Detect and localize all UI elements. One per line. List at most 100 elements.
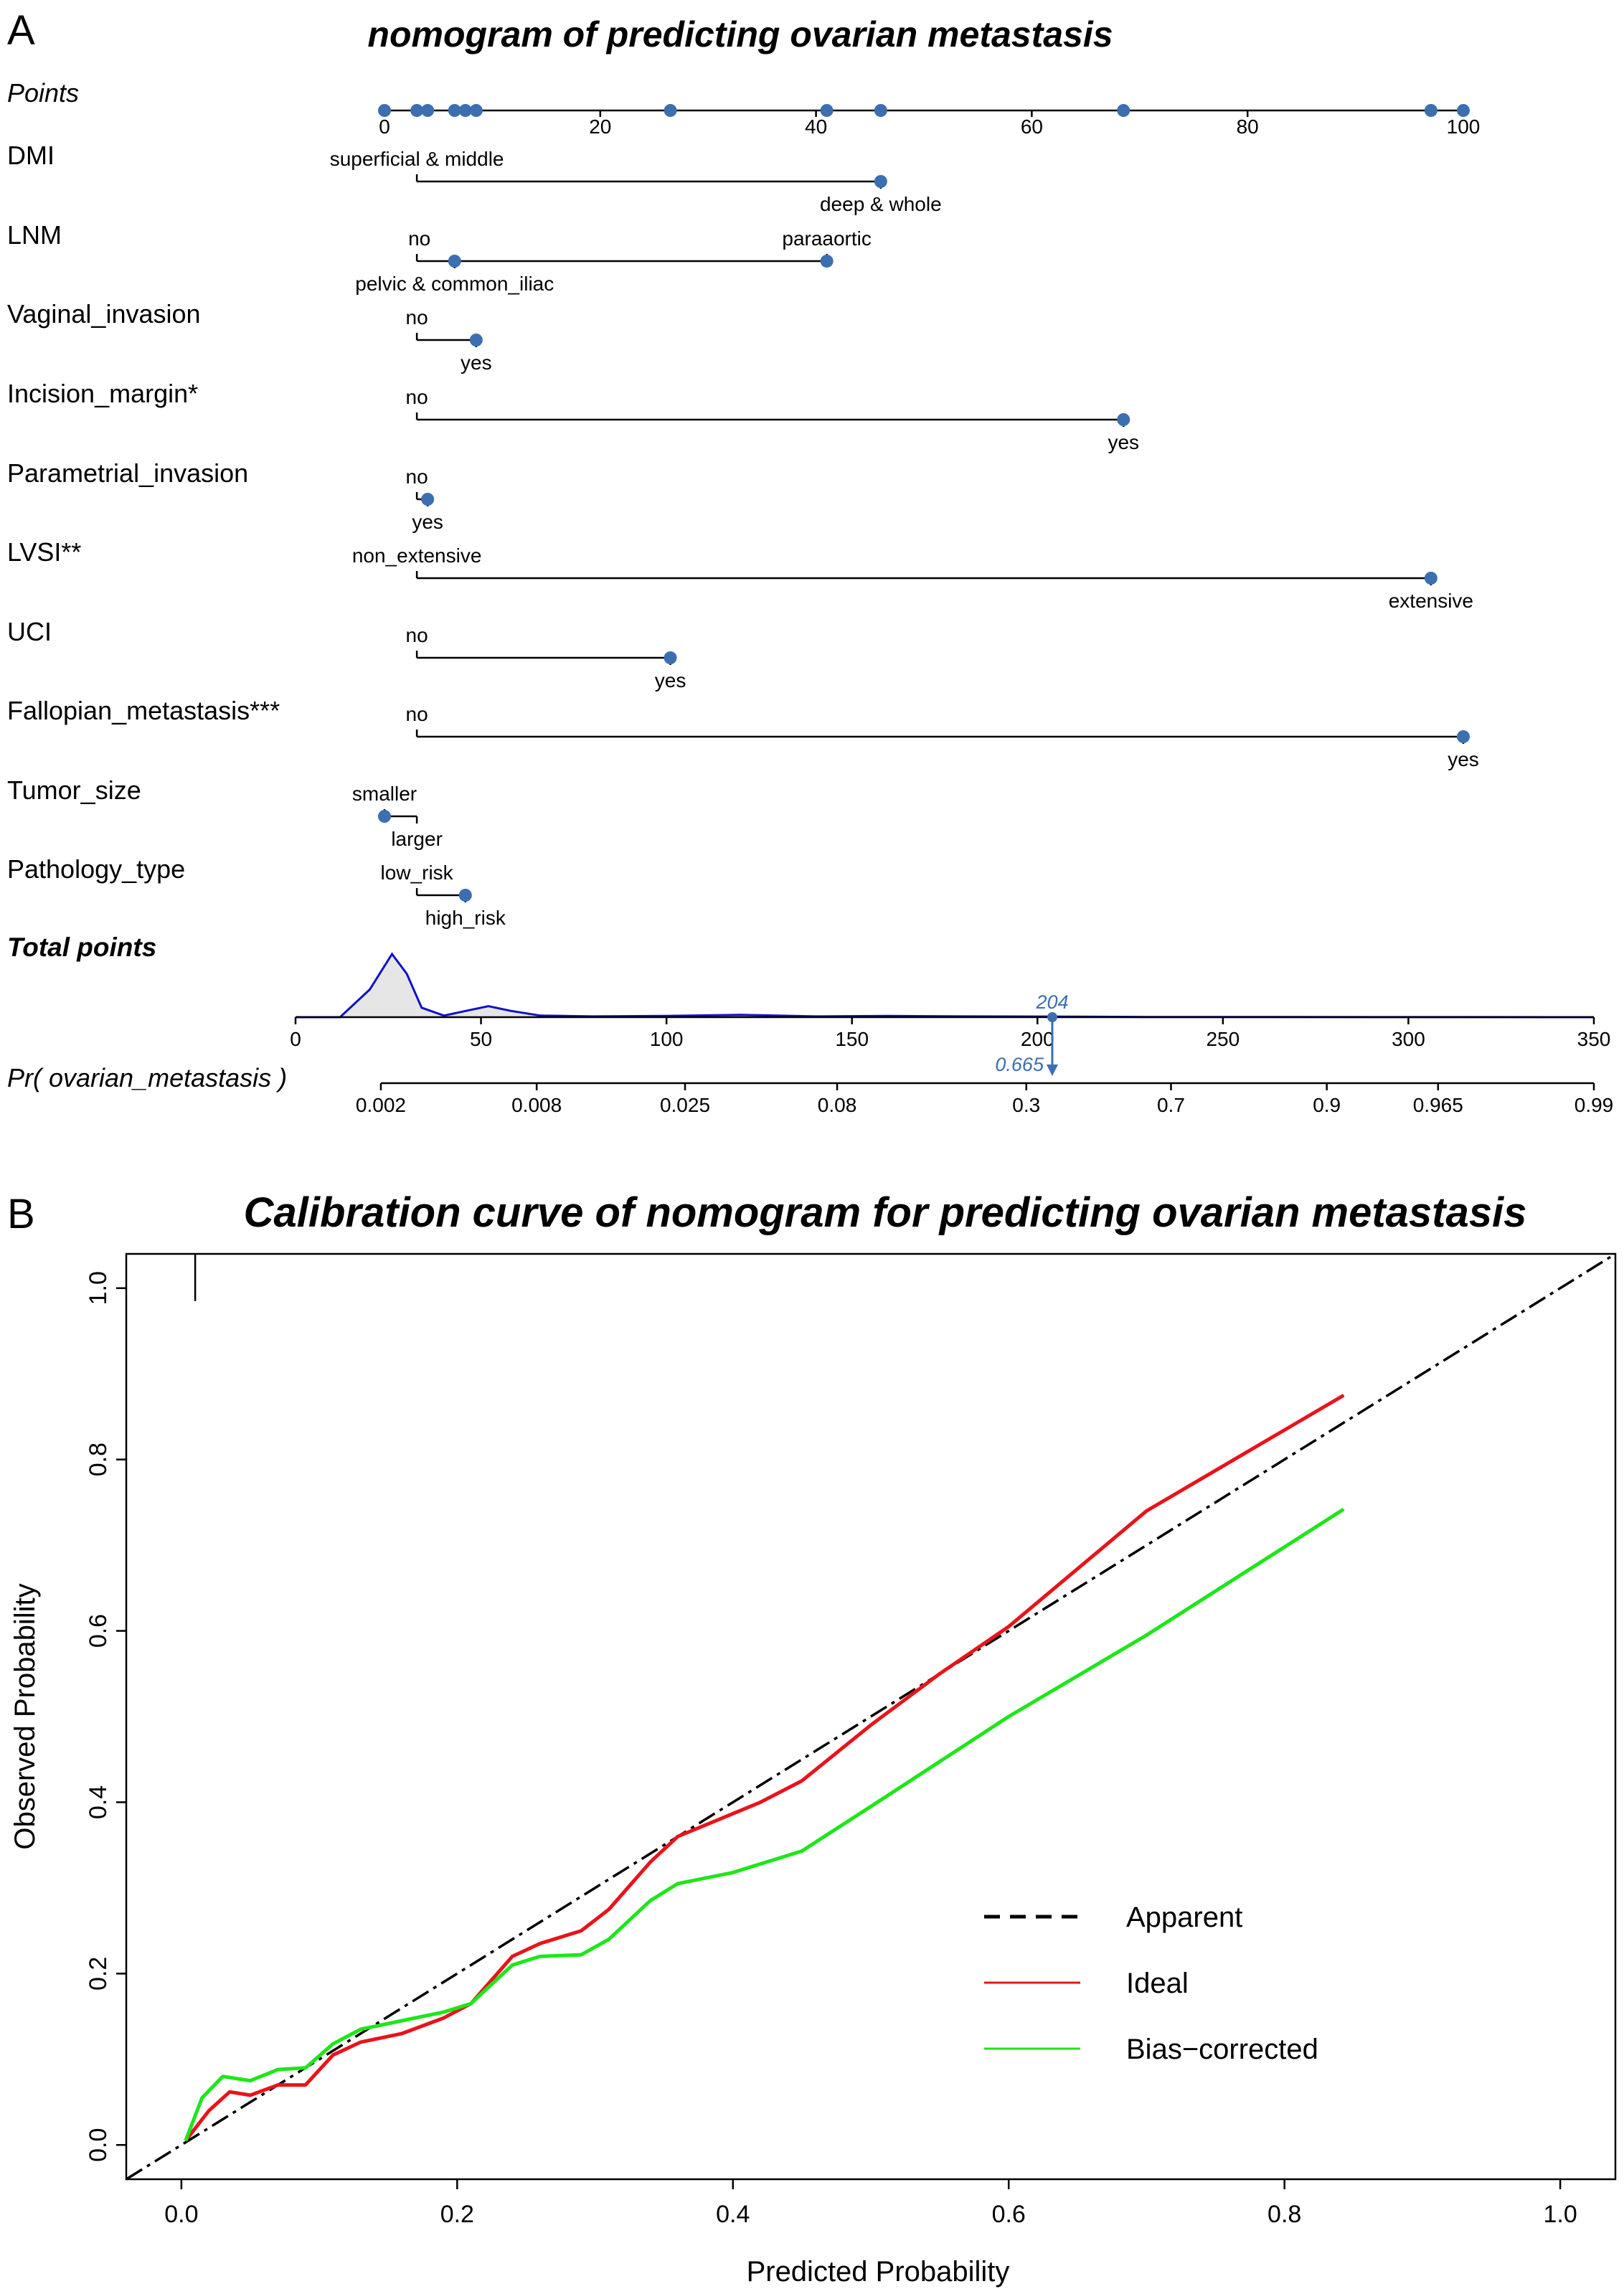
points-axis-dot (1457, 104, 1470, 117)
variable-level-dot (1117, 413, 1130, 426)
x-axis-title: Predicted Probability (747, 2256, 1010, 2288)
variable-label: DMI (7, 141, 55, 170)
total-axis-tick-label: 100 (650, 1028, 684, 1050)
points-axis-dot (421, 104, 435, 117)
variable-level-dot (874, 175, 887, 188)
nomogram-row: UCI no yes (7, 617, 686, 691)
variable-level-dot (1424, 572, 1437, 585)
total-axis-tick-label: 50 (470, 1028, 492, 1050)
density-fill (296, 954, 1594, 1017)
x-axis-tick-label: 1.0 (1543, 2201, 1577, 2228)
total-points-label: Total points (7, 933, 156, 962)
nomogram-variables: DMI superficial & middle deep & whole LNM no… (7, 141, 1479, 929)
variable-level-label: no (406, 624, 428, 646)
points-axis-tick-label: 80 (1237, 115, 1259, 138)
probability-axis-tick-label: 0.965 (1413, 1094, 1463, 1116)
variable-label: Vaginal_invasion (7, 299, 201, 329)
ideal-line (184, 1393, 1345, 2142)
calibration-series (126, 1252, 1616, 2181)
variable-label: LNM (7, 220, 62, 250)
x-axis-tick-label: 0.0 (164, 2201, 198, 2228)
points-axis-tick-label: 60 (1021, 115, 1043, 138)
y-axis-tick-label: 0.6 (85, 1614, 112, 1648)
variable-level-dot (378, 810, 391, 823)
total-axis-tick-label: 200 (1021, 1028, 1054, 1050)
nomogram-row: LNM no pelvic & common_iliac paraaortic (7, 220, 872, 295)
total-axis-tick-label: 300 (1392, 1028, 1425, 1050)
points-axis-dot (874, 104, 887, 117)
variable-label: Fallopian_metastasis*** (7, 696, 280, 725)
total-axis-tick-label: 0 (290, 1028, 301, 1050)
variable-level-dot (469, 334, 483, 346)
points-axis: 0 20 40 60 80 100 (378, 104, 1480, 138)
variable-level-label: smaller (352, 783, 417, 805)
points-axis-dot (458, 104, 472, 117)
variable-level-dot (448, 255, 461, 268)
points-axis-dot (664, 104, 677, 117)
bias-corrected-line (184, 1507, 1345, 2142)
variable-level-label: superficial & middle (330, 148, 504, 170)
variable-level-label: no (406, 386, 428, 408)
total-axis-tick-label: 350 (1577, 1028, 1611, 1050)
points-axis-tick-label: 100 (1447, 115, 1481, 138)
probability-axis-tick-label: 0.99 (1575, 1094, 1614, 1116)
y-axis-title: Observed Probability (9, 1583, 41, 1849)
variable-level-dot (664, 651, 677, 664)
marker-arrow-head (1046, 1065, 1058, 1076)
variable-level-dot (458, 889, 472, 902)
variable-level-label: non_extensive (352, 544, 482, 567)
points-axis-dot (410, 104, 424, 117)
probability-axis-label: Pr( ovarian_metastasis ) (7, 1063, 287, 1092)
points-axis-dot (378, 104, 391, 117)
x-axis-tick-label: 0.2 (440, 2201, 474, 2228)
calibration-axes: 0.0 0.0 0.2 0.2 0.4 0.4 0.6 0.6 0.8 0.8 1.0 1.0 (85, 1254, 1577, 2228)
nomogram-row: DMI superficial & middle deep & whole (7, 141, 942, 215)
variable-level-label: paraaortic (782, 227, 872, 250)
variable-level-label: yes (1108, 431, 1139, 453)
variable-level-label: no (406, 306, 428, 329)
points-axis-tick-label: 0 (379, 115, 390, 138)
total-axis-tick-label: 150 (835, 1028, 869, 1050)
nomogram-row: Parametrial_invasion no yes (7, 458, 443, 533)
probability-axis-tick-label: 0.3 (1012, 1094, 1040, 1116)
variable-level-label: pelvic & common_iliac (355, 273, 554, 295)
calibration-title: Calibration curve of nomogram for predic… (244, 1189, 1527, 1236)
points-axis-dot (448, 104, 461, 117)
nomogram-row: Vaginal_invasion no yes (7, 299, 492, 374)
probability-axis: 0.002 0.008 0.025 0.08 0.3 0.7 0.9 0.965 0.99 (356, 1082, 1614, 1116)
probability-axis-tick-label: 0.025 (660, 1094, 710, 1116)
legend-label: Bias−corrected (1126, 2034, 1318, 2065)
variable-level-dot (820, 255, 834, 268)
variable-label: Tumor_size (7, 775, 141, 805)
points-axis-label: Points (7, 78, 79, 108)
points-axis-dot (1424, 104, 1437, 117)
points-axis-dot (469, 104, 483, 117)
total-points-marker (1046, 1012, 1058, 1076)
probability-axis-tick-label: 0.002 (356, 1094, 406, 1116)
legend: Apparent Ideal Bias−corrected (984, 1902, 1318, 2065)
x-axis-tick-label: 0.6 (992, 2201, 1026, 2228)
probability-axis-tick-label: 0.9 (1313, 1094, 1341, 1116)
points-axis-dot (1117, 104, 1130, 117)
variable-level-label: high_risk (425, 907, 506, 929)
variable-level-dot (1457, 730, 1470, 743)
variable-label: UCI (7, 617, 52, 646)
y-axis-tick-label: 1.0 (85, 1271, 112, 1305)
points-axis-dot (820, 104, 834, 117)
variable-level-label: yes (1448, 748, 1479, 770)
probability-marker-label: 0.665 (995, 1054, 1044, 1075)
variable-level-label: no (406, 466, 428, 488)
variable-level-label: extensive (1389, 590, 1473, 612)
variable-level-label: yes (655, 669, 686, 691)
variable-level-label: yes (461, 351, 492, 374)
y-axis-tick-label: 0.2 (85, 1957, 112, 1991)
nomogram-title: nomogram of predicting ovarian metastasi… (367, 14, 1113, 55)
points-axis-tick-label: 20 (589, 115, 611, 138)
total-points-axis: 0 50 100 150 200 250 300 350 (290, 1016, 1611, 1050)
variable-label: Pathology_type (7, 854, 185, 884)
variable-level-label: yes (412, 511, 443, 533)
y-axis-tick-label: 0.8 (85, 1443, 112, 1476)
probability-axis-tick-label: 0.08 (818, 1094, 857, 1116)
variable-level-label: no (406, 703, 428, 725)
nomogram-row: LVSI** non_extensive extensive (7, 537, 1473, 612)
